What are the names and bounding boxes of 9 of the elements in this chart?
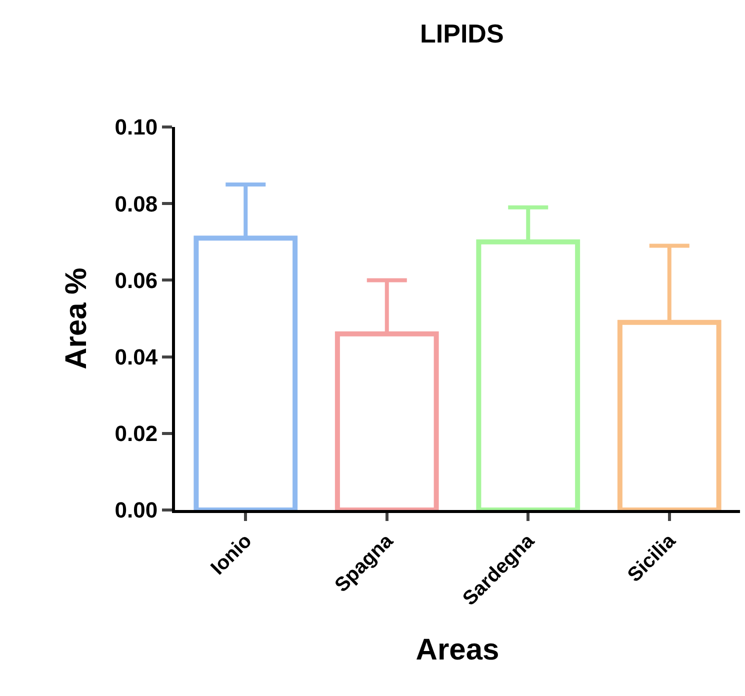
y-axis-title: Area % xyxy=(60,268,93,370)
y-tick-label: 0.10 xyxy=(114,114,158,140)
y-tick-label: 0.08 xyxy=(114,191,158,216)
x-axis-title: Areas xyxy=(416,634,500,667)
y-tick-label: 0.00 xyxy=(114,498,158,523)
y-tick-label: 0.04 xyxy=(114,344,158,370)
y-tick-label: 0.06 xyxy=(114,268,158,293)
chart-title: LIPIDS xyxy=(420,18,504,49)
y-tick-label: 0.02 xyxy=(114,421,158,446)
